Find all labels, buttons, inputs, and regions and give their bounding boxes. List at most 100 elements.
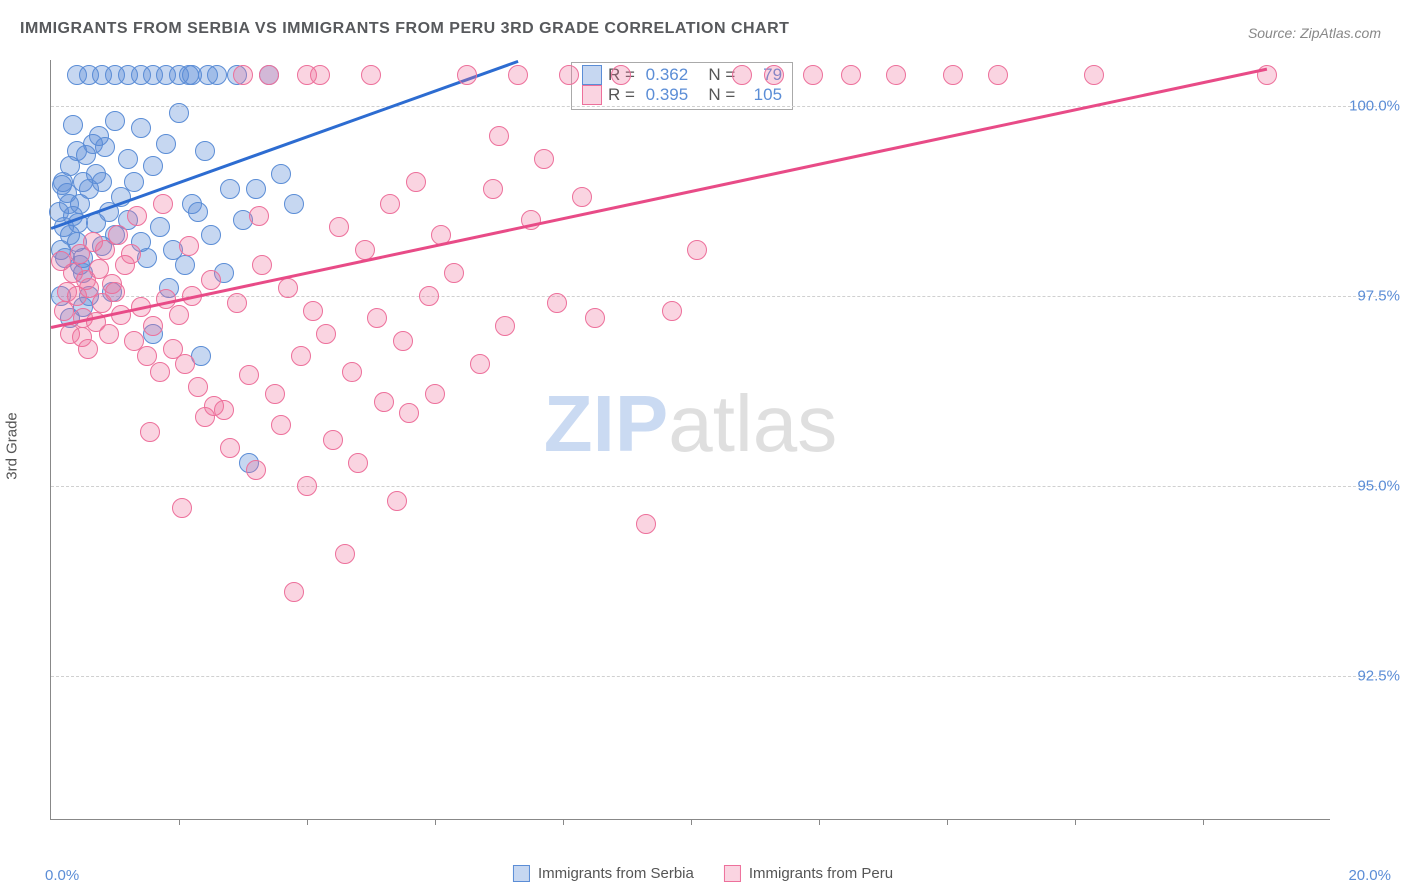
peru-point [611,65,631,85]
legend-label: Immigrants from Peru [749,865,893,882]
n-value: 105 [746,85,782,105]
peru-point [57,282,77,302]
gridline [51,676,1381,677]
y-tick-label: 92.5% [1357,667,1400,684]
stats-legend-box: R = 0.362 N = 79R = 0.395 N = 105 [571,62,793,110]
peru-point [291,346,311,366]
peru-point [143,316,163,336]
peru-point [348,453,368,473]
peru-point [662,301,682,321]
serbia-point [201,225,221,245]
peru-point [51,251,71,271]
peru-point [732,65,752,85]
legend-swatch-icon [513,865,530,882]
r-label: R = [608,85,640,105]
peru-point [179,236,199,256]
chart-title: IMMIGRANTS FROM SERBIA VS IMMIGRANTS FRO… [20,20,789,38]
peru-point [121,244,141,264]
peru-point [361,65,381,85]
peru-point [329,217,349,237]
peru-point [534,149,554,169]
peru-point [204,396,224,416]
peru-point [249,206,269,226]
peru-point [172,498,192,518]
peru-point [803,65,823,85]
peru-point [406,172,426,192]
peru-point [495,316,515,336]
peru-point [399,403,419,423]
peru-point [297,65,317,85]
serbia-point [198,65,218,85]
y-axis-label: 3rd Grade [4,412,21,480]
peru-point [393,331,413,351]
peru-point [367,308,387,328]
peru-point [278,278,298,298]
peru-point [188,377,208,397]
peru-point [102,274,122,294]
peru-point [687,240,707,260]
peru-point [252,255,272,275]
peru-point [335,544,355,564]
peru-point [425,384,445,404]
chart-plot-area: ZIPatlas R = 0.362 N = 79R = 0.395 N = 1… [50,60,1330,820]
x-axis-min-label: 0.0% [45,867,79,884]
peru-point [297,476,317,496]
y-tick-label: 95.0% [1357,477,1400,494]
peru-point [239,365,259,385]
peru-point [457,65,477,85]
peru-point [943,65,963,85]
peru-point [559,65,579,85]
x-tick-mark [307,819,308,825]
serbia-point [175,255,195,275]
serbia-point [92,172,112,192]
legend-item: Immigrants from Serbia [513,865,694,882]
serbia-point [118,149,138,169]
serbia-point [271,164,291,184]
x-tick-mark [1075,819,1076,825]
legend-swatch-icon [724,865,741,882]
x-tick-mark [691,819,692,825]
y-tick-label: 100.0% [1349,97,1400,114]
y-tick-label: 97.5% [1357,287,1400,304]
serbia-point [156,134,176,154]
x-tick-mark [179,819,180,825]
serbia-point [63,115,83,135]
serbia-point [143,156,163,176]
r-value: 0.362 [646,65,689,85]
legend-bottom: Immigrants from Serbia Immigrants from Pe… [513,865,893,882]
legend-item: Immigrants from Peru [724,865,893,882]
peru-point [99,324,119,344]
x-axis-max-label: 20.0% [1348,867,1391,884]
peru-point [841,65,861,85]
peru-point [508,65,528,85]
serbia-point [246,179,266,199]
peru-point [483,179,503,199]
peru-point [220,438,240,458]
peru-point [886,65,906,85]
x-tick-mark [563,819,564,825]
serbia-point [179,65,199,85]
gridline [51,106,1381,107]
peru-point [419,286,439,306]
serbia-point [188,202,208,222]
peru-point [284,582,304,602]
x-tick-mark [435,819,436,825]
peru-point [470,354,490,374]
serbia-point [105,111,125,131]
peru-point [323,430,343,450]
source-attribution: Source: ZipAtlas.com [1248,25,1381,41]
x-tick-mark [819,819,820,825]
peru-point [303,301,323,321]
serbia-point [220,179,240,199]
peru-point [233,65,253,85]
legend-swatch-icon [582,65,602,85]
legend-swatch-icon [582,85,602,105]
serbia-point [79,65,99,85]
serbia-point [169,103,189,123]
serbia-point [284,194,304,214]
serbia-point [59,194,79,214]
serbia-point [52,175,72,195]
peru-point [227,293,247,313]
peru-point [547,293,567,313]
peru-point [175,354,195,374]
